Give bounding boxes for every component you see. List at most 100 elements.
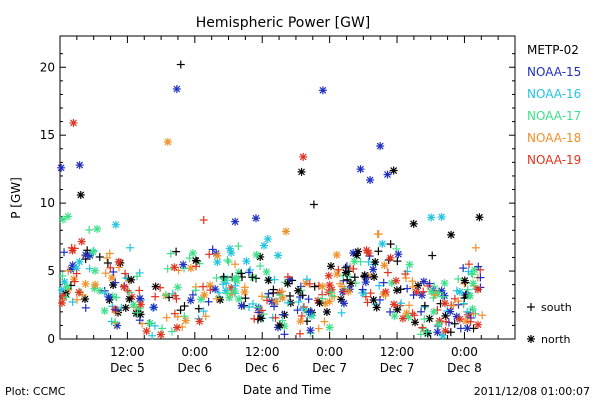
x-tick-date: Dec 7 <box>380 361 415 375</box>
data-point-south <box>72 269 81 278</box>
data-point-south <box>428 251 437 260</box>
data-point-north <box>393 305 402 314</box>
chart-title: Hemispheric Power [GW] <box>196 15 371 31</box>
data-point-north <box>356 165 365 174</box>
data-point-north <box>326 262 335 271</box>
data-point-south <box>58 271 67 280</box>
data-point-north <box>441 311 450 320</box>
data-point-south <box>72 295 81 304</box>
data-point-north <box>230 274 239 283</box>
data-point-south <box>135 286 144 295</box>
data-point-north <box>440 299 449 308</box>
data-point-south <box>178 322 187 331</box>
data-point-south <box>278 316 287 325</box>
data-point-south <box>420 315 429 324</box>
data-point-north <box>213 251 222 260</box>
data-point-north <box>324 271 333 280</box>
data-point-north <box>398 314 407 323</box>
x-tick-time: 0:00 <box>451 345 478 359</box>
data-point-south <box>408 282 417 291</box>
data-point-south <box>299 302 308 311</box>
data-point-south <box>386 307 395 316</box>
data-point-north <box>262 267 271 276</box>
data-point-south <box>379 278 388 287</box>
data-point-south <box>206 286 215 295</box>
data-point-south <box>405 301 414 310</box>
data-point-south <box>214 288 223 297</box>
data-point-north <box>188 249 197 258</box>
data-point-south <box>449 301 458 310</box>
data-point-south <box>81 303 90 312</box>
data-point-south <box>205 250 214 259</box>
data-point-south <box>309 200 318 209</box>
data-point-north <box>371 258 380 267</box>
data-point-south <box>363 298 372 307</box>
data-point-south <box>416 330 425 339</box>
data-point-south <box>162 290 171 299</box>
data-point-south <box>156 283 165 292</box>
data-point-north <box>111 220 120 229</box>
data-point-south <box>173 312 182 321</box>
data-point-south <box>463 285 472 294</box>
data-point-south <box>381 291 390 300</box>
legend: METP-02 NOAA-15 NOAA-16 NOAA-17 NOAA-18 NOAA-… <box>527 43 581 167</box>
data-point-south <box>403 284 412 293</box>
data-point-north <box>74 288 83 297</box>
x-tick-date: Dec 6 <box>177 361 212 375</box>
data-point-south <box>269 289 278 298</box>
data-point-north <box>173 283 182 292</box>
y-tick-label: 20 <box>40 60 55 74</box>
data-point-north <box>63 282 72 291</box>
data-point-south <box>456 324 465 333</box>
data-point-north <box>271 297 280 306</box>
data-point-north <box>364 249 373 258</box>
data-point-south <box>337 282 346 291</box>
data-point-north <box>339 299 348 308</box>
data-point-south <box>271 313 280 322</box>
data-point-south <box>176 60 185 69</box>
data-point-north <box>283 279 292 288</box>
data-point-north <box>350 257 359 266</box>
data-point-north <box>369 265 378 274</box>
data-point-north <box>142 327 151 336</box>
data-point-south <box>327 288 336 297</box>
data-point-north <box>58 215 67 224</box>
data-point-north <box>191 256 200 265</box>
data-point-north <box>325 297 334 306</box>
data-point-north <box>318 86 327 95</box>
data-point-south <box>223 289 232 298</box>
data-point-north <box>394 250 403 259</box>
data-point-north <box>299 152 308 161</box>
data-point-south <box>302 275 311 284</box>
data-point-north <box>404 313 413 322</box>
data-point-south <box>106 263 115 272</box>
data-point-north <box>392 276 401 285</box>
data-point-north <box>107 273 116 282</box>
data-point-south <box>320 317 329 326</box>
data-point-north <box>383 170 392 179</box>
data-point-north <box>121 303 130 312</box>
data-point-north <box>263 235 272 244</box>
data-point-south <box>191 286 200 295</box>
data-point-north <box>58 292 67 301</box>
data-point-south <box>350 273 359 282</box>
data-point-south <box>223 256 232 265</box>
data-point-south <box>103 253 112 262</box>
data-point-south <box>446 328 455 337</box>
data-point-south <box>121 269 130 278</box>
data-point-north <box>57 298 66 307</box>
data-point-south <box>420 301 429 310</box>
data-point-south <box>270 302 279 311</box>
data-point-south <box>264 289 273 298</box>
legend-entry: NOAA-17 <box>527 109 581 123</box>
data-point-south <box>408 309 417 318</box>
data-point-north <box>332 250 341 259</box>
data-point-north <box>145 319 154 328</box>
data-point-south <box>466 317 475 326</box>
data-point-south <box>366 289 375 298</box>
x-tick-time: 12:00 <box>380 345 415 359</box>
data-point-south <box>135 316 144 325</box>
data-point-south <box>294 297 303 306</box>
data-point-south <box>478 311 487 320</box>
